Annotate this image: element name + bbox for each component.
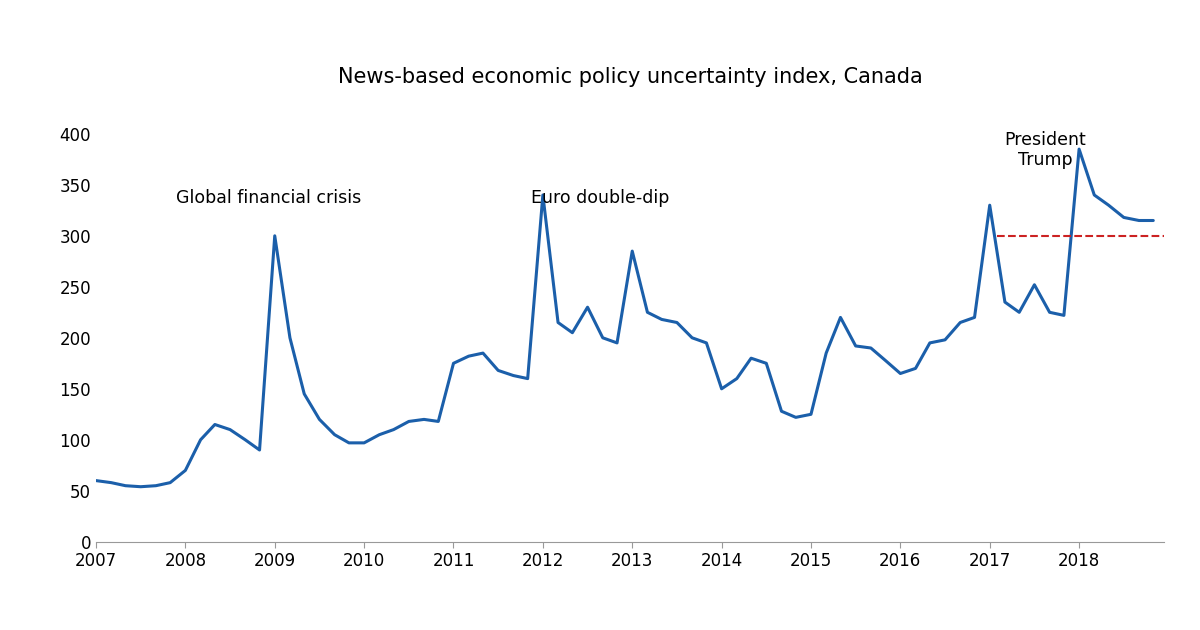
Title: News-based economic policy uncertainty index, Canada: News-based economic policy uncertainty i… [337, 67, 923, 87]
Text: President
Trump: President Trump [1004, 130, 1086, 169]
Text: Global financial crisis: Global financial crisis [176, 189, 361, 207]
Text: Euro double-dip: Euro double-dip [532, 189, 670, 207]
